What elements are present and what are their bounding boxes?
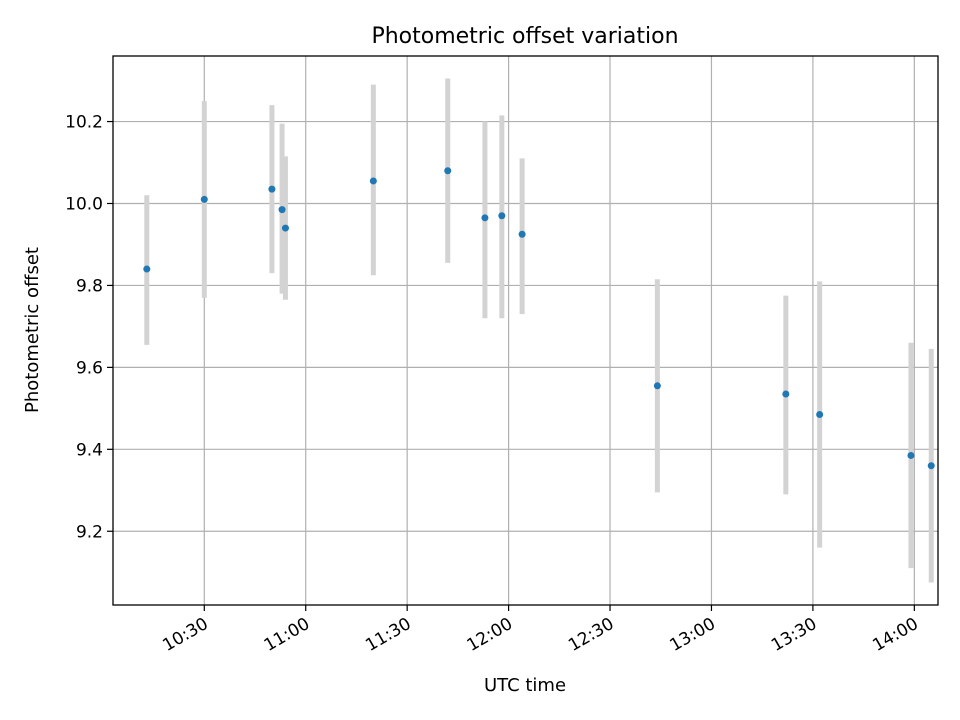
- data-point: [816, 410, 824, 418]
- data-point: [907, 451, 915, 459]
- y-tick-label: 10.0: [65, 194, 103, 214]
- data-point: [200, 195, 208, 203]
- x-axis-label: UTC time: [484, 675, 566, 696]
- data-point: [498, 212, 506, 220]
- data-point: [481, 214, 489, 222]
- y-tick-label: 9.8: [76, 276, 103, 296]
- data-point: [369, 177, 377, 185]
- data-points: [143, 167, 935, 470]
- y-tick-label: 9.4: [76, 440, 103, 460]
- data-point: [653, 382, 661, 390]
- data-point: [782, 390, 790, 398]
- data-point: [518, 230, 526, 238]
- grid: [113, 56, 938, 605]
- data-point: [278, 206, 286, 214]
- data-point: [143, 265, 151, 273]
- chart-title: Photometric offset variation: [371, 24, 678, 49]
- plot-frame: [112, 55, 939, 606]
- data-point: [927, 462, 935, 470]
- y-tick-label: 9.2: [76, 522, 103, 542]
- data-point: [268, 185, 276, 193]
- y-tick-label: 9.6: [76, 358, 103, 378]
- y-tick-label: 10.2: [65, 113, 103, 133]
- data-point: [281, 224, 289, 232]
- data-point: [444, 167, 452, 175]
- y-axis-label: Photometric offset: [22, 247, 43, 413]
